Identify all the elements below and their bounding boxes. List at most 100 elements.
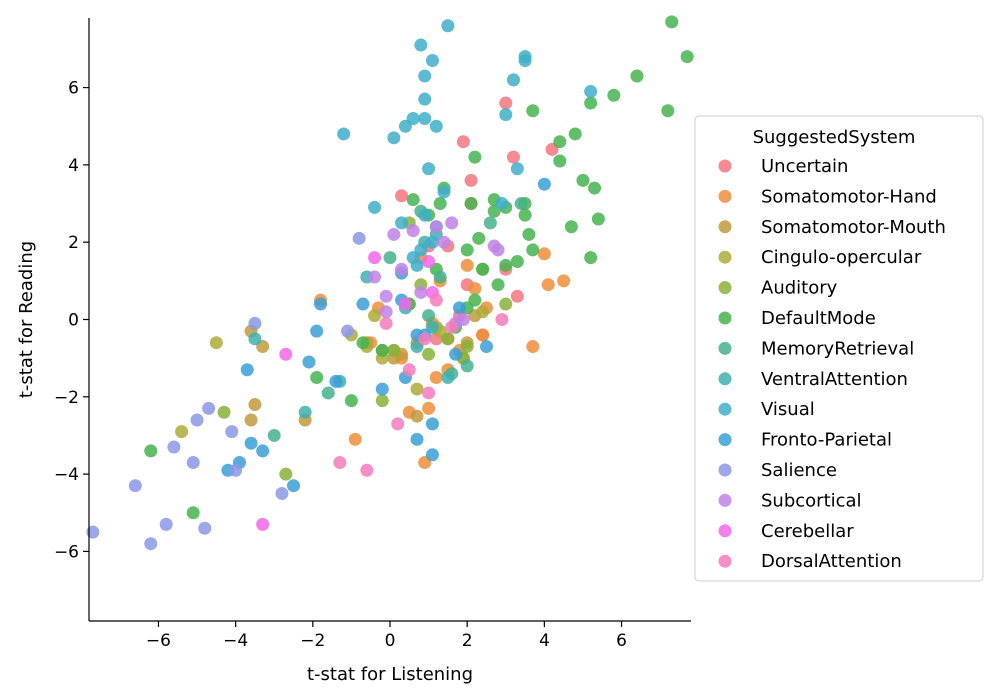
legend: SuggestedSystem Uncertain Somatomotor-Han… [694, 115, 984, 582]
x-axis-label: t-stat for Listening [307, 664, 473, 685]
point-cerebellar [422, 255, 436, 269]
point-defaultmode [518, 208, 532, 222]
legend-label-cerebellar: Cerebellar [761, 521, 854, 542]
point-fronto-parietal [287, 479, 301, 493]
point-fronto-parietal [240, 363, 254, 377]
point-salience [248, 316, 262, 330]
point-subcortical [395, 262, 409, 276]
point-memoryretrieval [383, 251, 397, 265]
point-cingulo-opercular [175, 425, 189, 439]
point-subcortical [491, 243, 505, 257]
point-salience [341, 324, 355, 338]
point-defaultmode [510, 255, 524, 269]
legend-marker-auditory [718, 281, 732, 295]
point-salience [186, 456, 200, 470]
legend-label-defaultmode: DefaultMode [761, 308, 876, 329]
point-fronto-parietal [314, 297, 328, 311]
point-cerebellar [256, 517, 270, 531]
legend-marker-defaultmode [718, 311, 732, 325]
point-defaultmode [375, 343, 389, 357]
legend-marker-subcortical [718, 493, 732, 507]
point-visual [418, 112, 432, 125]
point-uncertain [506, 150, 520, 164]
point-visual [429, 119, 443, 133]
point-subcortical [379, 305, 393, 319]
point-defaultmode [665, 15, 679, 29]
point-ventralattention [441, 370, 455, 384]
point-salience [198, 521, 212, 535]
point-visual [506, 73, 520, 87]
legend-label-memoryretrieval: MemoryRetrieval [761, 338, 914, 359]
legend-label-auditory: Auditory [761, 278, 838, 299]
point-somatomotor-mouth [244, 413, 258, 427]
legend-label-salience: Salience [761, 460, 837, 481]
point-defaultmode [433, 197, 447, 211]
point-visual [414, 38, 428, 52]
legend-marker-cingulo-opercular [718, 250, 732, 264]
legend-marker-memoryretrieval [718, 341, 732, 355]
point-visual [510, 162, 524, 176]
point-cingulo-opercular [209, 336, 223, 350]
point-visual [387, 131, 401, 145]
point-defaultmode [186, 506, 200, 520]
point-salience [86, 525, 100, 539]
point-dorsalattention [402, 363, 416, 377]
point-memoryretrieval [321, 386, 335, 400]
point-salience [225, 425, 239, 439]
point-dorsalattention [422, 386, 436, 400]
point-fronto-parietal [329, 374, 343, 388]
point-subcortical [445, 216, 459, 230]
legend-label-uncertain: Uncertain [761, 156, 848, 177]
point-auditory [499, 297, 513, 311]
legend-marker-salience [718, 463, 732, 477]
point-fronto-parietal [356, 297, 370, 311]
point-somatomotor-hand [422, 401, 436, 415]
legend-marker-ventralattention [718, 372, 732, 386]
point-visual [406, 251, 420, 265]
point-salience [202, 401, 216, 415]
point-visual [425, 235, 439, 249]
point-fronto-parietal [302, 355, 316, 369]
point-subcortical [429, 220, 443, 234]
point-defaultmode [564, 220, 578, 234]
x-tick-label: 6 [616, 631, 627, 651]
point-defaultmode [310, 370, 324, 384]
point-visual [584, 84, 598, 98]
point-auditory [375, 394, 389, 408]
point-defaultmode [607, 88, 621, 102]
point-defaultmode [522, 227, 536, 241]
point-fronto-parietal [425, 448, 439, 462]
legend-label-ventralattention: VentralAttention [761, 369, 908, 390]
point-dorsalattention [391, 417, 405, 431]
point-salience [144, 537, 158, 551]
point-cerebellar [279, 347, 293, 361]
point-visual [495, 197, 509, 211]
point-visual [395, 216, 409, 230]
point-cingulo-opercular [368, 309, 382, 323]
point-defaultmode [576, 173, 590, 187]
point-auditory [217, 405, 231, 419]
point-visual [425, 54, 439, 68]
point-defaultmode [591, 212, 605, 226]
point-fronto-parietal [425, 417, 439, 431]
y-tick-label: −6 [54, 542, 79, 562]
point-defaultmode [344, 394, 358, 408]
y-tick-label: 6 [68, 79, 79, 99]
point-visual [337, 127, 351, 141]
point-defaultmode [406, 193, 420, 207]
point-fronto-parietal [479, 340, 493, 354]
point-memoryretrieval [460, 359, 474, 373]
point-visual [437, 185, 451, 199]
x-tick-label: −6 [146, 631, 171, 651]
point-dorsalattention [495, 313, 509, 326]
legend-label-dorsalattention: DorsalAttention [761, 551, 902, 572]
point-somatomotor-hand [541, 278, 555, 292]
point-visual [499, 108, 513, 122]
point-auditory [460, 340, 474, 354]
data-points [86, 15, 694, 551]
point-salience [352, 231, 366, 245]
point-defaultmode [356, 336, 370, 350]
point-memoryretrieval [422, 309, 436, 323]
point-somatomotor-hand [476, 328, 490, 342]
